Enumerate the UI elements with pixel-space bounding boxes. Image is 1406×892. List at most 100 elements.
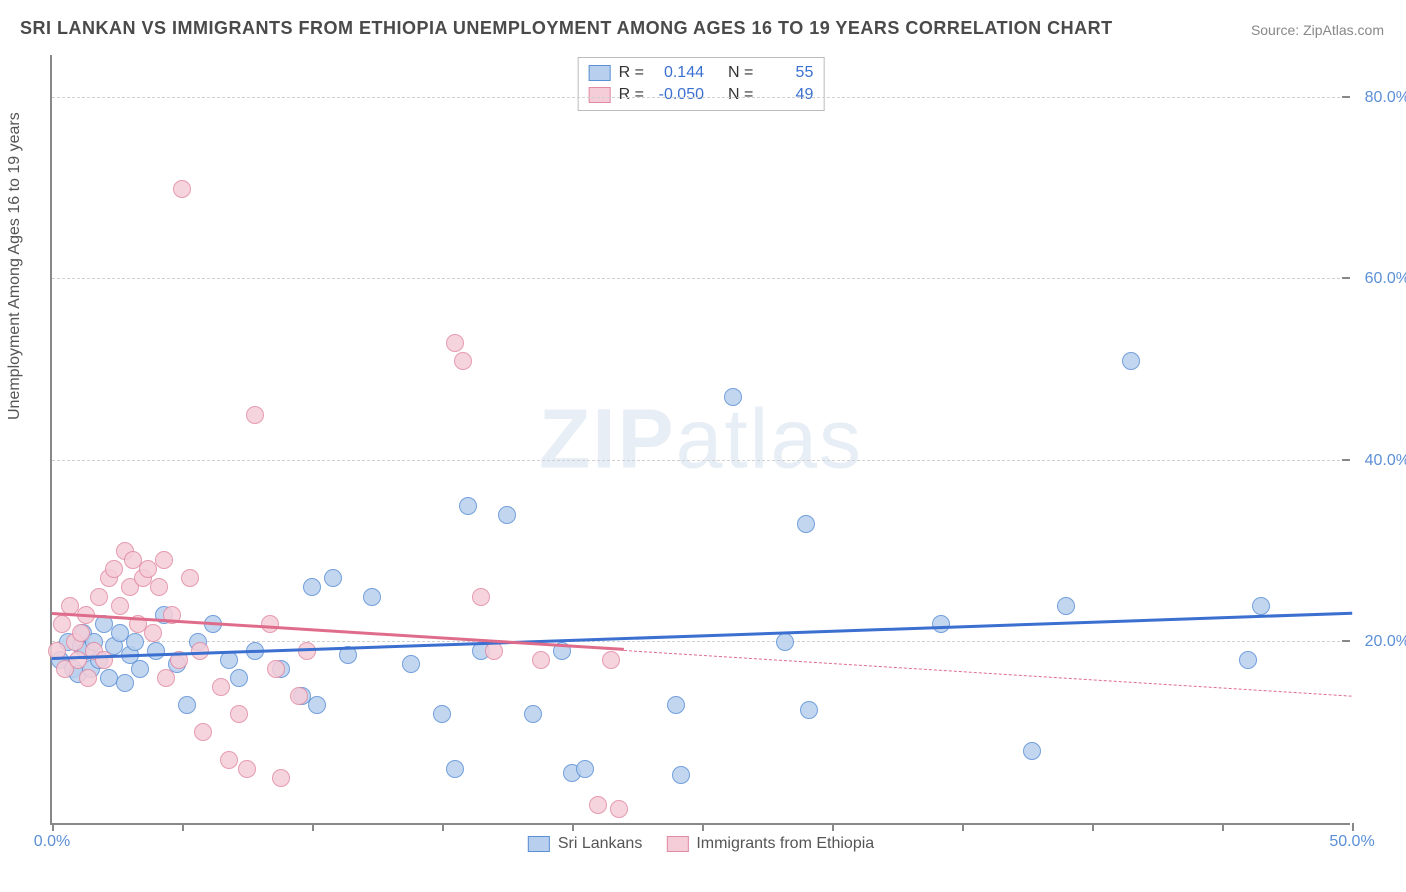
data-point [126,633,144,651]
legend-label-1: Sri Lankans [558,835,643,853]
data-point [238,760,256,778]
data-point [230,705,248,723]
y-axis-label: Unemployment Among Ages 16 to 19 years [6,112,24,420]
data-point [144,624,162,642]
data-point [303,578,321,596]
swatch-series-1-b [528,836,550,852]
data-point [459,497,477,515]
data-point [79,669,97,687]
x-tick-mark [442,823,444,831]
y-tick-label: 20.0% [1365,633,1406,651]
legend-item-1: Sri Lankans [528,835,643,853]
gridline [52,97,1350,98]
source-label: Source: ZipAtlas.com [1251,22,1384,38]
r-label-1: R = [619,64,644,82]
legend-label-2: Immigrants from Ethiopia [696,835,874,853]
data-point [246,406,264,424]
data-point [800,701,818,719]
x-tick-mark [1222,823,1224,831]
data-point [150,578,168,596]
x-tick-label: 0.0% [34,833,70,851]
data-point [363,588,381,606]
stats-legend-box: R = 0.144 N = 55 R = -0.050 N = 49 [578,57,825,111]
data-point [1057,597,1075,615]
data-point [672,766,690,784]
y-tick-mark [1342,96,1350,98]
data-point [1239,651,1257,669]
y-tick-label: 60.0% [1365,270,1406,288]
chart-title: SRI LANKAN VS IMMIGRANTS FROM ETHIOPIA U… [20,18,1113,39]
data-point [111,597,129,615]
x-tick-mark [832,823,834,831]
y-tick-label: 80.0% [1365,89,1406,107]
x-tick-mark [962,823,964,831]
data-point [932,615,950,633]
swatch-series-1 [589,65,611,81]
data-point [610,800,628,818]
watermark: ZIPatlas [539,391,863,488]
data-point [157,669,175,687]
data-point [472,588,490,606]
data-point [576,760,594,778]
x-tick-mark [1352,823,1354,831]
data-point [797,515,815,533]
data-point [454,352,472,370]
data-point [402,655,420,673]
x-tick-mark [52,823,54,831]
data-point [532,651,550,669]
data-point [433,705,451,723]
data-point [220,751,238,769]
data-point [1122,352,1140,370]
r-label-2: R = [619,86,644,104]
data-point [602,651,620,669]
x-tick-mark [572,823,574,831]
data-point [272,769,290,787]
data-point [131,660,149,678]
watermark-zip: ZIP [539,392,676,486]
stats-row-series-1: R = 0.144 N = 55 [589,62,814,84]
n-value-2: 49 [761,86,813,104]
data-point [53,615,71,633]
data-point [173,180,191,198]
trend-line [52,612,1352,660]
r-value-2: -0.050 [652,86,704,104]
x-tick-mark [182,823,184,831]
data-point [324,569,342,587]
gridline [52,278,1350,279]
y-tick-mark [1342,459,1350,461]
n-label-2: N = [728,86,753,104]
x-tick-mark [312,823,314,831]
data-point [147,642,165,660]
x-tick-mark [702,823,704,831]
data-point [261,615,279,633]
data-point [1252,597,1270,615]
data-point [178,696,196,714]
data-point [95,651,113,669]
legend-item-2: Immigrants from Ethiopia [666,835,874,853]
data-point [498,506,516,524]
data-point [524,705,542,723]
data-point [446,334,464,352]
gridline [52,641,1350,642]
r-value-1: 0.144 [652,64,704,82]
y-tick-mark [1342,640,1350,642]
data-point [105,560,123,578]
data-point [446,760,464,778]
swatch-series-2 [589,87,611,103]
plot-area: ZIPatlas R = 0.144 N = 55 R = -0.050 N =… [50,55,1350,825]
n-value-1: 55 [761,64,813,82]
data-point [90,588,108,606]
y-tick-mark [1342,277,1350,279]
data-point [194,723,212,741]
x-tick-label: 50.0% [1329,833,1374,851]
data-point [724,388,742,406]
data-point [267,660,285,678]
data-point [290,687,308,705]
data-point [230,669,248,687]
data-point [308,696,326,714]
data-point [181,569,199,587]
gridline [52,460,1350,461]
data-point [212,678,230,696]
data-point [776,633,794,651]
data-point [72,624,90,642]
